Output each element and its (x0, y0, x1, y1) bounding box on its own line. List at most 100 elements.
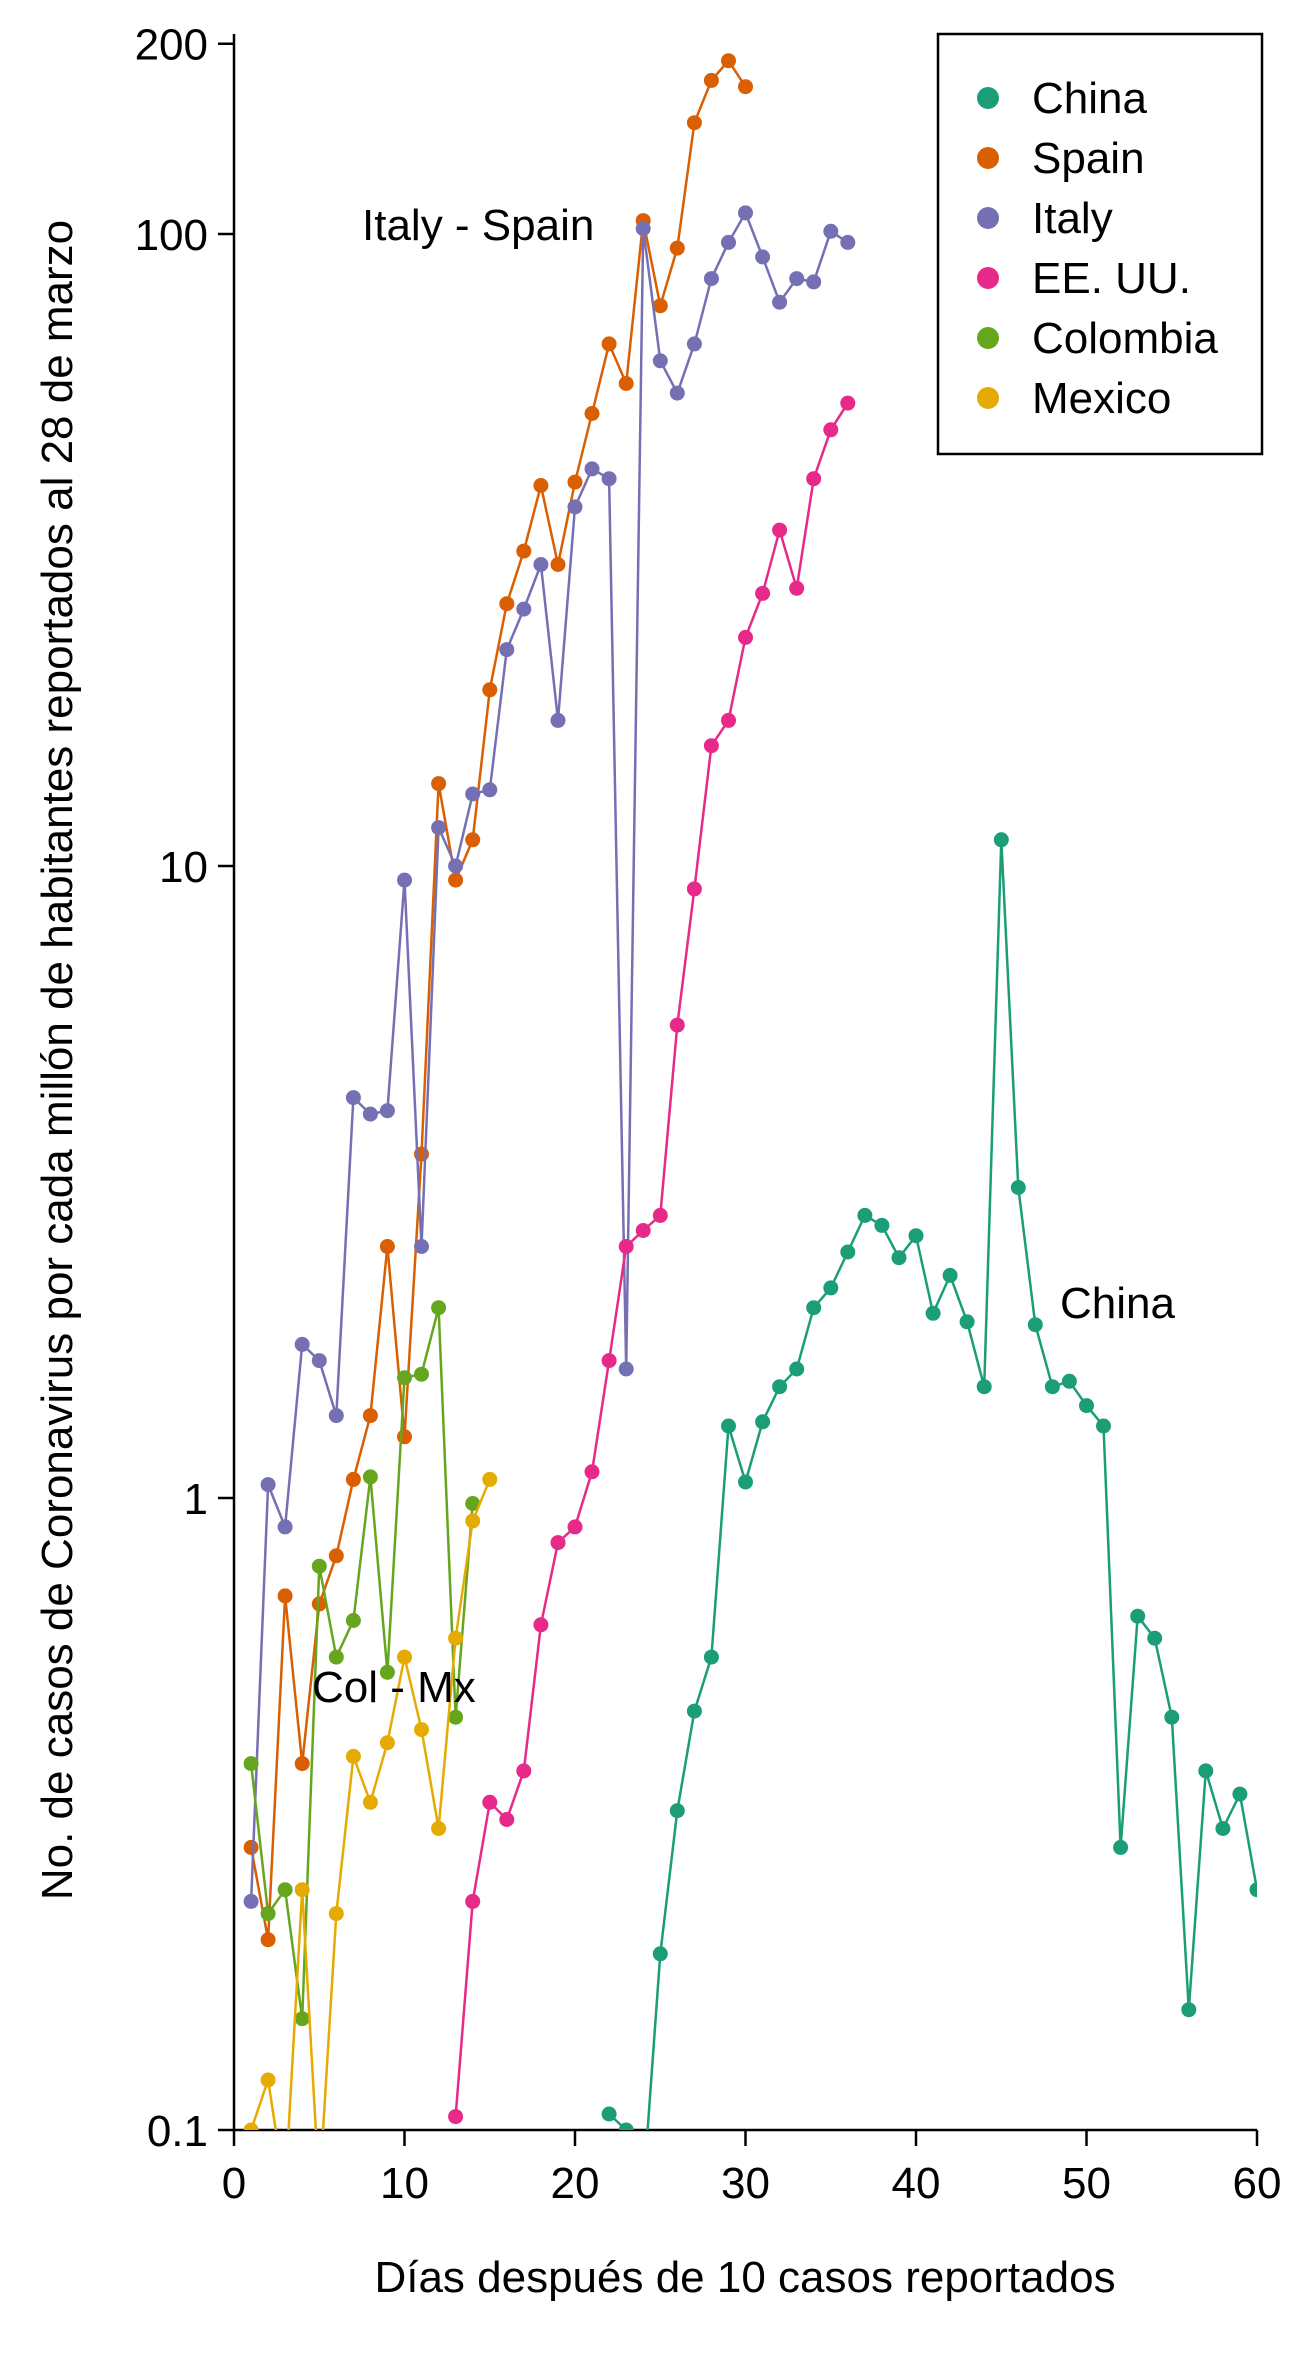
point-spain-17 (516, 543, 532, 559)
point-italy-10 (397, 872, 412, 888)
point-spain-30 (738, 79, 753, 95)
legend-marker-italy (977, 207, 999, 229)
point-china-43 (959, 1314, 975, 1330)
point-spain-23 (618, 376, 634, 391)
point-spain-16 (499, 596, 515, 612)
point-colombia-6 (328, 1649, 344, 1665)
series-line-ee-uu (454, 402, 849, 2117)
point-colombia-13 (448, 1709, 464, 1725)
point-italy-33 (789, 271, 805, 287)
point-china-26 (669, 1803, 685, 1819)
y-ticks: 0.1 1 10 100 200 (135, 21, 234, 2156)
point-ee-uu-18 (533, 1617, 549, 1633)
point-spain-1 (243, 1839, 259, 1855)
series-line-colombia (249, 1307, 474, 2019)
point-ee-uu-36 (840, 395, 856, 411)
point-italy-7 (345, 1090, 361, 1106)
point-ee-uu-13 (448, 2109, 464, 2125)
point-ee-uu-33 (789, 580, 805, 596)
point-china-34 (806, 1300, 822, 1316)
point-china-59 (1232, 1786, 1248, 1802)
series-colombia (243, 1300, 481, 2027)
point-italy-27 (686, 336, 702, 352)
x-ticks: 0 10 20 30 40 50 60 (222, 2130, 1281, 2208)
point-china-41 (925, 1305, 941, 1321)
point-spain-12 (431, 776, 447, 792)
point-china-27 (686, 1703, 702, 1719)
legend-marker-colombia (977, 327, 999, 349)
point-mexico-15 (482, 1471, 498, 1487)
point-spain-29 (721, 53, 736, 69)
point-spain-5 (311, 1596, 327, 1612)
point-italy-19 (550, 712, 566, 728)
point-italy-4 (294, 1336, 310, 1352)
point-mexico-4 (294, 1882, 310, 1898)
point-spain-9 (379, 1239, 395, 1254)
x-tick-label-40: 40 (892, 2159, 941, 2208)
point-mexico-10 (397, 1649, 412, 1665)
x-tick-label-30: 30 (721, 2159, 770, 2208)
point-italy-31 (755, 249, 771, 265)
point-ee-uu-16 (499, 1812, 515, 1827)
point-colombia-12 (431, 1300, 447, 1316)
point-spain-14 (465, 832, 481, 848)
point-mexico-5 (312, 2184, 327, 2199)
point-ee-uu-23 (618, 1239, 634, 1254)
point-china-33 (789, 1361, 805, 1377)
point-italy-16 (499, 642, 515, 658)
point-china-31 (755, 1414, 771, 1430)
series-line-mexico (249, 1478, 491, 2130)
y-tick-label-100: 100 (135, 211, 208, 260)
point-spain-3 (277, 1588, 293, 1604)
point-spain-28 (703, 72, 719, 88)
legend-label-mexico: Mexico (1032, 374, 1171, 423)
point-ee-uu-14 (465, 1893, 481, 1909)
point-colombia-5 (311, 1558, 327, 1574)
point-mexico-2 (260, 2072, 276, 2088)
point-italy-35 (823, 223, 839, 239)
point-italy-11 (414, 1239, 429, 1254)
legend-marker-mexico (977, 387, 999, 409)
point-ee-uu-30 (738, 629, 753, 645)
point-spain-20 (567, 474, 583, 490)
point-china-46 (1010, 1180, 1026, 1195)
point-china-28 (703, 1649, 719, 1665)
y-tick-label-10: 10 (159, 843, 208, 892)
point-spain-4 (294, 1756, 310, 1772)
point-ee-uu-35 (823, 422, 839, 438)
point-mexico-14 (465, 1513, 481, 1529)
point-spain-18 (533, 478, 549, 493)
point-colombia-9 (379, 1664, 395, 1680)
point-italy-34 (806, 274, 822, 290)
point-mexico-1 (243, 2122, 259, 2130)
point-china-39 (891, 1250, 907, 1266)
point-spain-19 (550, 557, 566, 572)
point-mexico-11 (414, 1722, 429, 1738)
point-china-30 (738, 1474, 753, 1490)
point-italy-3 (277, 1519, 293, 1535)
point-china-24 (636, 2184, 651, 2199)
point-china-56 (1181, 2002, 1197, 2018)
point-china-58 (1215, 1821, 1231, 1836)
point-china-47 (1027, 1317, 1043, 1333)
point-italy-17 (516, 601, 532, 617)
series-line-china (608, 839, 1257, 2130)
legend-label-italy: Italy (1032, 194, 1113, 243)
y-axis-title: No. de casos de Coronavirus por cada mil… (33, 220, 82, 1900)
annotations: Italy - Spain Col - Mx China (312, 201, 1175, 1712)
point-spain-10 (397, 1429, 412, 1445)
point-italy-2 (260, 1477, 276, 1493)
point-italy-36 (840, 234, 856, 250)
point-china-23 (618, 2122, 634, 2130)
point-colombia-10 (397, 1370, 412, 1386)
point-spain-22 (601, 336, 617, 352)
point-china-51 (1096, 1418, 1111, 1434)
point-spain-8 (362, 1408, 378, 1424)
y-tick-label-200: 200 (135, 21, 208, 70)
point-ee-uu-32 (772, 522, 788, 538)
point-italy-20 (567, 499, 583, 515)
point-italy-8 (362, 1106, 378, 1122)
point-colombia-8 (362, 1469, 378, 1485)
point-china-54 (1147, 1630, 1163, 1646)
